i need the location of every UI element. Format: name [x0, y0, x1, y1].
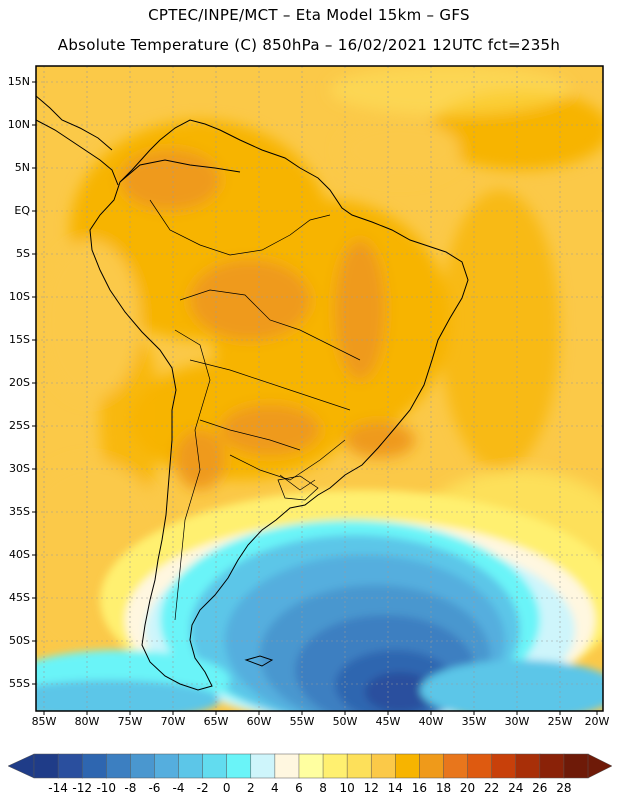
colorbar-label: -14	[48, 781, 68, 795]
uruguay-outline	[277, 475, 319, 501]
colorbar-arrow-left	[7, 753, 35, 779]
coastlines	[36, 95, 469, 691]
temperature-field	[36, 66, 603, 711]
lon-label: 65W	[203, 715, 229, 728]
lat-label: 15N	[7, 75, 30, 88]
lon-label: 70W	[160, 715, 186, 728]
country-borders	[149, 199, 361, 621]
colorbar-label: 14	[387, 781, 403, 795]
south-america-coastline	[89, 119, 469, 691]
map-frame	[35, 65, 604, 712]
central-america-coastline	[36, 95, 119, 186]
colorbar-label: -4	[172, 781, 185, 795]
lon-label: 25W	[547, 715, 573, 728]
colorbar-label: 22	[484, 781, 500, 795]
map-title: CPTEC/INPE/MCT – Eta Model 15km – GFS	[148, 6, 470, 24]
lon-label: 50W	[332, 715, 358, 728]
colorbar-label: 10	[339, 781, 355, 795]
colorbar-label: 20	[459, 781, 476, 795]
colorbar-label: 28	[556, 781, 572, 795]
colorbar-swatch	[443, 753, 469, 779]
colorbar-swatch	[81, 753, 107, 779]
colorbar-label: 16	[411, 781, 428, 795]
colorbar-swatch	[419, 753, 445, 779]
colorbar-label: 0	[222, 781, 231, 795]
colorbar-label: 4	[271, 781, 279, 795]
lon-label: 85W	[31, 715, 57, 728]
colorbar-swatch	[515, 753, 541, 779]
colorbar-swatch	[57, 753, 83, 779]
colorbar-swatch	[202, 753, 228, 779]
lon-label: 80W	[74, 715, 100, 728]
lon-label: 55W	[289, 715, 315, 728]
colorbar	[7, 753, 613, 779]
colorbar-arrow-right	[587, 753, 613, 779]
colorbar-label: 6	[295, 781, 303, 795]
colorbar-swatch	[274, 753, 300, 779]
colorbar-swatch	[467, 753, 493, 779]
colorbar-label: 12	[363, 781, 379, 795]
lon-label: 35W	[461, 715, 487, 728]
colorbar-swatch	[178, 753, 204, 779]
lon-label: 30W	[504, 715, 530, 728]
lat-label: 50S	[9, 634, 30, 647]
lat-label: 25S	[9, 419, 30, 432]
caribbean-coast	[119, 159, 241, 183]
colorbar-swatch	[298, 753, 324, 779]
colorbar-swatch	[250, 753, 276, 779]
colorbar-label: -8	[124, 781, 137, 795]
colorbar-swatch	[539, 753, 565, 779]
lat-label: 20S	[9, 376, 30, 389]
colorbar-label: 2	[246, 781, 255, 795]
lat-label: EQ	[14, 204, 30, 217]
colorbar-swatch	[226, 753, 252, 779]
colorbar-swatch	[130, 753, 155, 779]
colorbar-swatch	[346, 753, 372, 779]
colorbar-swatch	[106, 753, 131, 779]
colorbar-label: -12	[72, 781, 92, 795]
axis-ticks	[32, 81, 598, 715]
lon-label: 20W	[584, 715, 610, 728]
colorbar-swatch	[491, 753, 517, 779]
colorbar-label: 26	[532, 781, 548, 795]
colorbar-label: 24	[508, 781, 524, 795]
colorbar-swatch	[370, 753, 396, 779]
lat-label: 10S	[9, 290, 30, 303]
lat-label: 45S	[9, 591, 30, 604]
lat-label: 5N	[14, 161, 30, 174]
colorbar-swatch	[322, 753, 348, 779]
colorbar-swatch	[563, 753, 589, 779]
lon-label: 45W	[375, 715, 401, 728]
lat-label: 10N	[7, 118, 30, 131]
lon-label: 60W	[246, 715, 272, 728]
colorbar-label: 8	[319, 781, 327, 795]
lat-label: 15S	[9, 333, 30, 346]
lon-label: 75W	[117, 715, 143, 728]
lon-label: 40W	[418, 715, 444, 728]
lat-label: 55S	[9, 677, 30, 690]
lat-label: 5S	[16, 247, 30, 260]
lat-label: 40S	[9, 548, 30, 561]
colorbar-label: -6	[148, 781, 161, 795]
colorbar-swatch	[395, 753, 420, 779]
island-falklands	[244, 655, 274, 667]
colorbar-label: -10	[96, 781, 117, 795]
colorbar-swatch	[154, 753, 180, 779]
colorbar-label: 18	[435, 781, 452, 795]
lat-label: 30S	[9, 462, 30, 475]
colorbar-swatch	[33, 753, 59, 779]
colorbar-label: -2	[196, 781, 209, 795]
map-subtitle: Absolute Temperature (C) 850hPa – 16/02/…	[57, 36, 561, 54]
lat-label: 35S	[9, 505, 30, 518]
